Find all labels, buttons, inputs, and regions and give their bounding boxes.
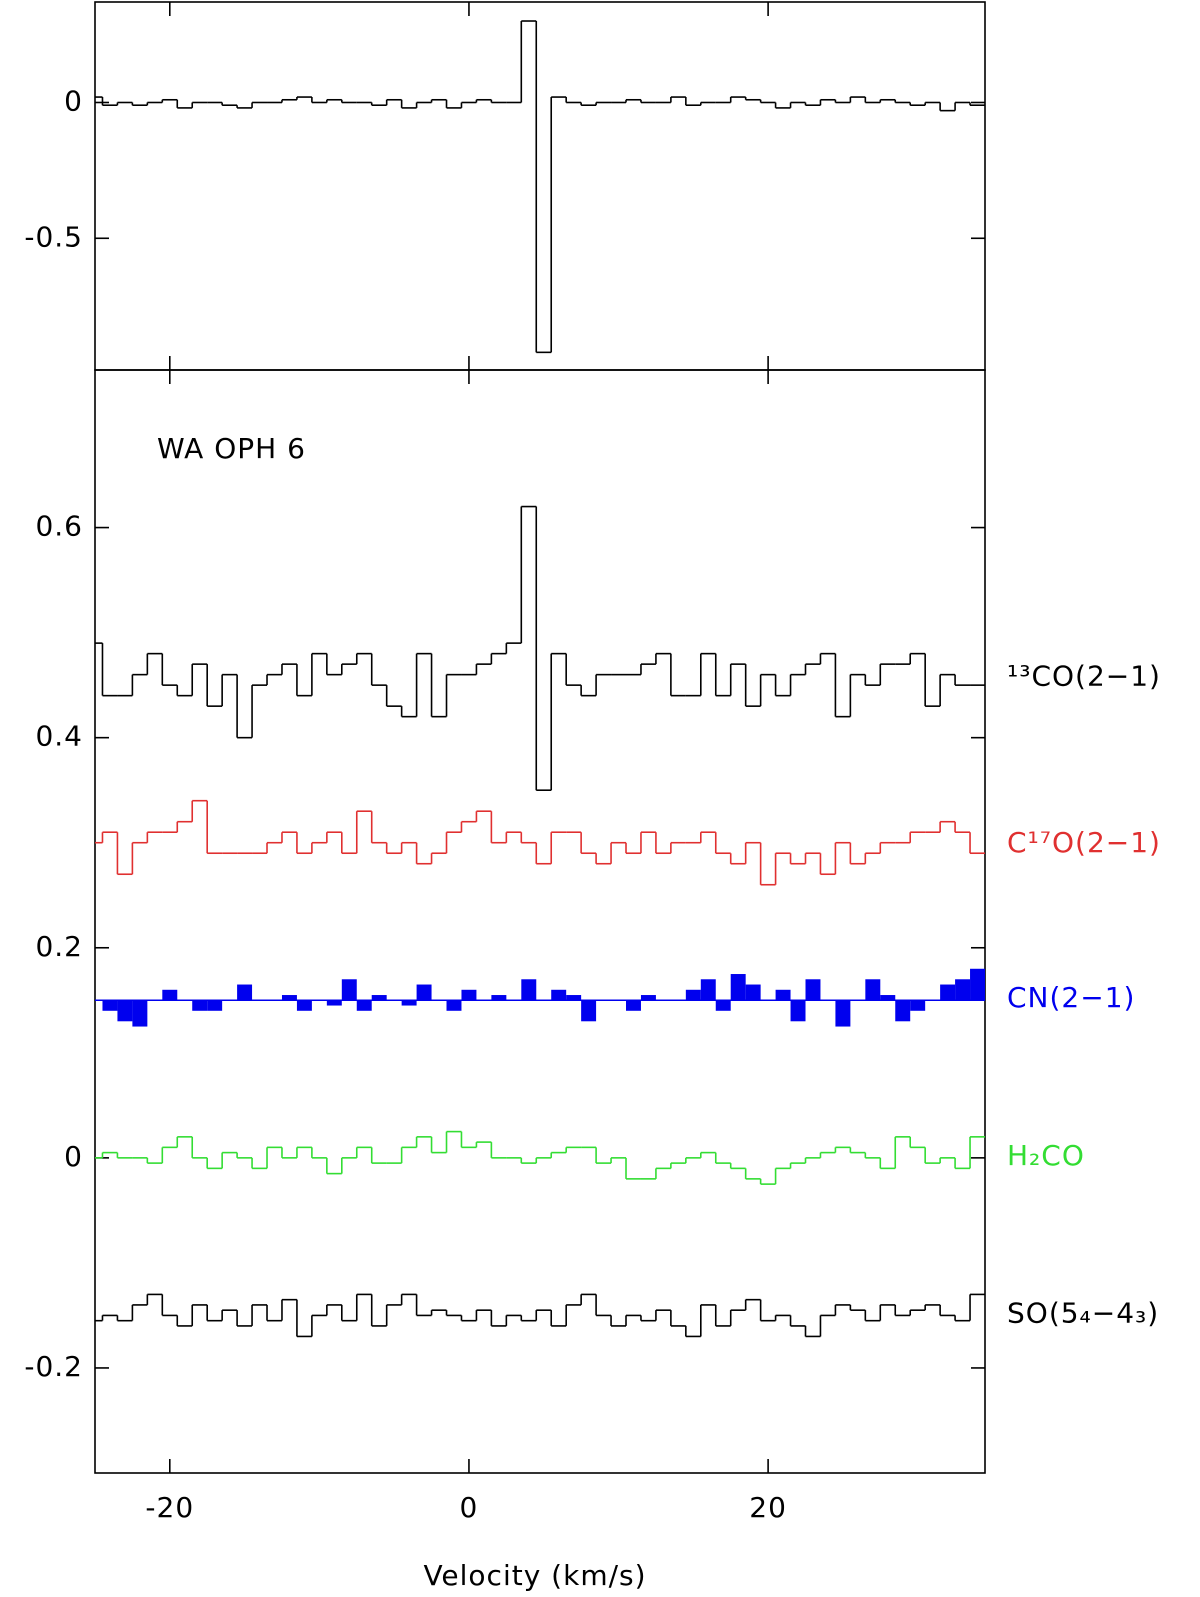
- step-connector: [101, 506, 956, 791]
- fill-bar: [790, 1000, 806, 1022]
- fill-bar: [281, 995, 297, 1001]
- fill-bar: [207, 1000, 223, 1011]
- fill-bar: [416, 984, 432, 1001]
- y-tick-label: 0: [64, 84, 83, 117]
- fill-bar: [880, 995, 896, 1001]
- legend-label: SO(5₄−4₃): [1007, 1296, 1159, 1329]
- x-tick-label: 20: [749, 1491, 787, 1524]
- fill-bar: [685, 989, 701, 1001]
- x-axis-label: Velocity (km/s): [423, 1559, 646, 1592]
- fill-bar: [640, 995, 656, 1001]
- step-connector: [101, 1294, 971, 1337]
- fill-bar: [805, 979, 821, 1001]
- y-tick-label: 0.2: [35, 930, 83, 963]
- y-tick-label: 0.4: [35, 720, 83, 753]
- legend-label: C¹⁷O(2−1): [1007, 826, 1161, 859]
- step-connector: [101, 21, 971, 353]
- fill-bar: [715, 1000, 731, 1011]
- step-connector: [101, 1131, 971, 1185]
- fill-bar: [521, 979, 537, 1001]
- legend-label: ¹³CO(2−1): [1007, 659, 1161, 692]
- fill-bar: [775, 989, 791, 1001]
- legend-label: CN(2−1): [1007, 981, 1135, 1014]
- x-tick-label: 0: [460, 1491, 479, 1524]
- fill-bar: [102, 1000, 118, 1011]
- fill-bar: [730, 974, 746, 1001]
- y-tick-label: -0.5: [24, 220, 83, 253]
- fill-bar: [626, 1000, 641, 1011]
- fill-bar: [341, 979, 357, 1001]
- fill-bar: [970, 968, 985, 1001]
- y-tick-label: 0.6: [35, 510, 83, 543]
- x-tick-label: -20: [145, 1491, 194, 1524]
- fill-bar: [491, 995, 507, 1001]
- plot-frame: [94, 1, 986, 371]
- y-tick-label: -0.2: [24, 1350, 83, 1383]
- y-tick-label: 0: [64, 1140, 83, 1173]
- fill-bar: [192, 1000, 208, 1011]
- fill-bar: [237, 984, 253, 1001]
- fill-bar: [461, 989, 477, 1001]
- legend-label: H₂CO: [1007, 1139, 1085, 1172]
- fill-bar: [895, 1000, 911, 1022]
- fill-bar: [835, 1000, 851, 1027]
- fill-bar: [910, 1000, 926, 1011]
- plot-frame: [94, 369, 986, 1474]
- fill-bar: [700, 979, 716, 1001]
- fill-bar: [132, 1000, 148, 1027]
- fill-bar: [296, 1000, 312, 1011]
- fill-bar: [401, 1000, 417, 1006]
- fill-bar: [940, 984, 956, 1001]
- fill-bar: [955, 979, 971, 1001]
- fill-bar: [162, 989, 178, 1001]
- fill-bar: [371, 995, 387, 1001]
- fill-bar: [551, 989, 567, 1001]
- fill-bar: [326, 1000, 342, 1006]
- fill-bar: [865, 979, 881, 1001]
- annotation: WA OPH 6: [157, 432, 306, 465]
- fill-bar: [446, 1000, 462, 1011]
- fill-bar: [117, 1000, 133, 1022]
- fill-bar: [566, 995, 582, 1001]
- fill-bar: [356, 1000, 372, 1011]
- fill-bar: [745, 984, 761, 1001]
- fill-bar: [581, 1000, 597, 1022]
